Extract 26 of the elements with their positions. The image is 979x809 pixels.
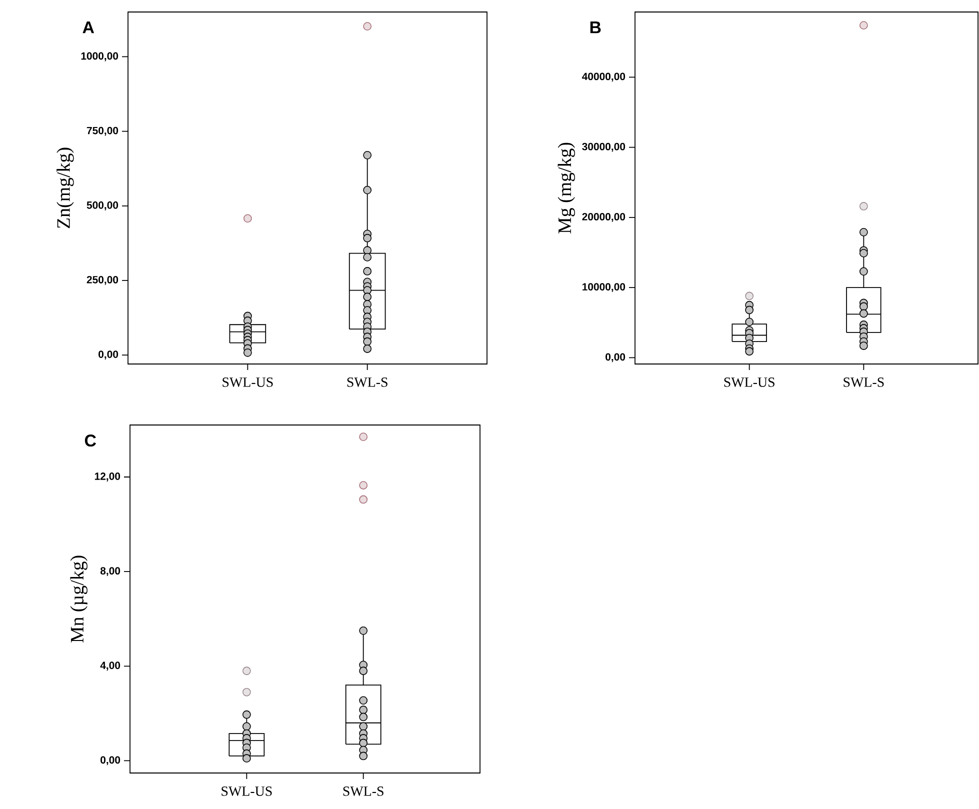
- y-tick-label: 250,00: [86, 276, 118, 285]
- x-tick-label: SWL-S: [844, 378, 884, 387]
- y-tick-label: 20000,00: [582, 212, 626, 222]
- y-tick-label: 40000,00: [582, 72, 626, 82]
- x-tick-label: SWL-US: [724, 378, 774, 387]
- chart-title: C: [84, 434, 96, 447]
- y-tick-label: 10000,00: [582, 283, 626, 292]
- y-tick-label: 500,00: [86, 201, 118, 210]
- chart-title: B: [590, 22, 601, 34]
- y-tick-label: 0,00: [606, 353, 626, 362]
- y-tick-label: 0,00: [98, 350, 118, 360]
- chart-title: A: [82, 22, 94, 34]
- y-tick-label: 8,00: [100, 567, 120, 576]
- y-axis-title: Mn (µg/kg): [70, 556, 88, 643]
- x-tick-label: SWL-US: [222, 378, 273, 387]
- y-axis-title: Mg (mg/kg): [558, 142, 576, 234]
- x-tick-label: SWL-S: [343, 786, 384, 796]
- y-axis-title: Zn(mg/kg): [56, 148, 74, 228]
- y-tick-label: 750,00: [86, 126, 118, 136]
- y-tick-label: 4,00: [100, 662, 120, 671]
- x-tick-label: SWL-US: [222, 786, 272, 796]
- y-tick-label: 12,00: [94, 472, 120, 482]
- y-tick-label: 1000,00: [81, 52, 118, 62]
- y-tick-label: 30000,00: [582, 142, 626, 152]
- y-tick-label: 0,00: [100, 756, 120, 766]
- x-tick-label: SWL-S: [347, 378, 388, 387]
